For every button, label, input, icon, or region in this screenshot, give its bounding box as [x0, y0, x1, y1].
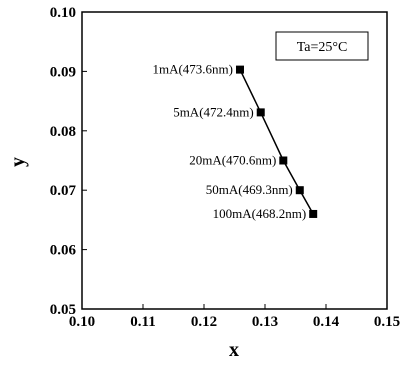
x-axis: 0.10 0.11 0.12 0.13 0.14 0.15	[69, 304, 400, 330]
annotation-box: Ta=25°C	[275, 31, 369, 61]
data-point-label: 1mA(473.6nm)	[152, 62, 233, 77]
y-axis: 0.05 0.06 0.07 0.08 0.09 0.10	[50, 5, 87, 318]
x-axis-label: x	[229, 339, 239, 361]
data-point-label: 100mA(468.2nm)	[213, 206, 307, 221]
x-tick-label: 0.12	[191, 314, 217, 330]
data-point-label: 50mA(469.3nm)	[206, 182, 293, 197]
y-tick-label: 0.06	[50, 243, 77, 259]
y-tick-label: 0.10	[50, 5, 76, 21]
x-tick-label: 0.15	[374, 314, 400, 330]
data-point	[256, 108, 265, 117]
y-tick-label: 0.08	[50, 124, 76, 140]
point-labels: 1mA(473.6nm) 5mA(472.4nm) 20mA(470.6nm) 50m…	[152, 62, 306, 221]
x-tick-label: 0.14	[313, 314, 340, 330]
x-tick-label: 0.11	[130, 314, 155, 330]
y-tick-label: 0.07	[50, 183, 77, 199]
data-point	[279, 156, 288, 165]
series-markers	[235, 65, 318, 218]
x-tick-label: 0.10	[69, 314, 95, 330]
data-point	[295, 186, 304, 195]
y-tick-label: 0.09	[50, 64, 76, 80]
plot-area	[81, 11, 388, 310]
data-point	[309, 209, 318, 218]
data-point-label: 5mA(472.4nm)	[173, 104, 254, 119]
y-tick-label: 0.05	[50, 302, 76, 318]
x-tick-label: 0.13	[252, 314, 278, 330]
annotation-text: Ta=25°C	[297, 40, 348, 55]
data-point	[235, 65, 244, 74]
data-point-label: 20mA(470.6nm)	[189, 153, 276, 168]
y-axis-label: y	[7, 157, 29, 167]
